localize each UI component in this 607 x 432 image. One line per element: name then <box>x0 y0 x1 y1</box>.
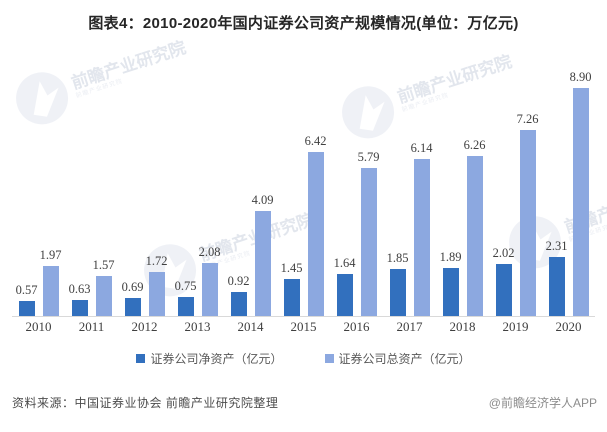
legend-label: 证券公司净资产（亿元） <box>150 352 283 366</box>
plot-area: 0.57 1.97 0.63 1.57 0.69 1.72 0.75 2.08 0.92 4.09… <box>12 70 595 317</box>
legend: 证券公司净资产（亿元） 证券公司总资产（亿元） <box>0 350 607 367</box>
value-label: 2.08 <box>198 244 221 259</box>
total-assets-bar-2017: 6.14 <box>411 141 432 316</box>
bar-group-2011: 0.63 1.57 <box>65 258 118 316</box>
value-label: 1.85 <box>386 250 409 265</box>
bar-group-2019: 2.02 7.26 <box>489 112 542 316</box>
chart-title: 图表4：2010-2020年国内证券公司资产规模情况(单位：万亿元) <box>88 15 519 32</box>
x-axis: 2010 2011 2012 2013 2014 2015 2016 2017 2018 2019… <box>12 319 595 335</box>
value-label: 0.57 <box>15 283 38 298</box>
value-label: 1.89 <box>439 249 462 264</box>
value-label: 0.92 <box>227 274 250 289</box>
value-label: 2.31 <box>545 238 568 253</box>
x-tick-label-2013: 2013 <box>184 319 211 334</box>
total-assets-bar-2013: 2.08 <box>199 245 220 316</box>
value-label: 4.09 <box>251 193 274 208</box>
value-label: 7.26 <box>516 111 539 126</box>
net-assets-bar-2020: 2.31 <box>546 239 567 316</box>
net-assets-bar-2011: 0.63 <box>69 282 90 316</box>
bar-group-2013: 0.75 2.08 <box>171 245 224 316</box>
total-assets-bar-2010: 1.97 <box>40 248 61 316</box>
net-assets-bar-2015: 1.45 <box>281 261 302 316</box>
bar-group-2015: 1.45 6.42 <box>277 134 330 316</box>
value-label: 0.69 <box>121 280 144 295</box>
net-assets-bar-2016: 1.64 <box>334 256 355 316</box>
legend-marker <box>136 354 146 363</box>
total-assets-bar-2011: 1.57 <box>93 258 114 316</box>
x-tick-label-2016: 2016 <box>343 319 370 334</box>
total-assets-bar-2016: 5.79 <box>358 150 379 316</box>
bar-group-2014: 0.92 4.09 <box>224 193 277 316</box>
x-tick-label-2010: 2010 <box>25 319 52 334</box>
value-label: 6.14 <box>410 140 433 155</box>
net-assets-bar-2013: 0.75 <box>175 279 196 316</box>
total-assets-bar-2020: 8.90 <box>570 70 591 316</box>
legend-item-total-assets: 证券公司总资产（亿元） <box>324 350 471 367</box>
x-tick-label-2015: 2015 <box>290 319 317 334</box>
net-assets-bar-2010: 0.57 <box>16 283 37 316</box>
net-assets-bar-2019: 2.02 <box>493 246 514 316</box>
x-tick-label-2012: 2012 <box>131 319 158 334</box>
bar-group-2017: 1.85 6.14 <box>383 141 436 316</box>
total-assets-bar-2019: 7.26 <box>517 112 538 316</box>
x-tick-label-2020: 2020 <box>555 319 582 334</box>
bar-group-2018: 1.89 6.26 <box>436 138 489 316</box>
value-label: 1.64 <box>333 255 356 270</box>
value-label: 6.26 <box>463 137 486 152</box>
x-tick-label-2018: 2018 <box>449 319 476 334</box>
legend-item-net-assets: 证券公司净资产（亿元） <box>136 350 283 367</box>
value-label: 1.97 <box>39 247 62 262</box>
net-assets-bar-2014: 0.92 <box>228 274 249 316</box>
value-label: 8.90 <box>569 69 592 84</box>
net-assets-bar-2012: 0.69 <box>122 280 143 316</box>
value-label: 0.63 <box>68 281 91 296</box>
legend-label: 证券公司总资产（亿元） <box>338 352 471 366</box>
bar-group-2016: 1.64 5.79 <box>330 150 383 316</box>
credit-note: @前瞻经济学人APP <box>488 396 597 410</box>
total-assets-bar-2015: 6.42 <box>305 134 326 316</box>
bar-group-2012: 0.69 1.72 <box>118 254 171 316</box>
net-assets-bar-2018: 1.89 <box>440 250 461 316</box>
x-tick-label-2019: 2019 <box>502 319 529 334</box>
legend-marker <box>324 354 334 363</box>
value-label: 1.45 <box>280 260 303 275</box>
value-label: 1.72 <box>145 253 168 268</box>
bar-group-2010: 0.57 1.97 <box>12 248 65 316</box>
x-tick-label-2017: 2017 <box>396 319 423 334</box>
value-label: 6.42 <box>304 133 327 148</box>
value-label: 0.75 <box>174 278 197 293</box>
total-assets-bar-2018: 6.26 <box>464 138 485 316</box>
footer: 资料来源：中国证券业协会 前瞻产业研究院整理 @前瞻经济学人APP <box>12 394 597 411</box>
bar-group-2020: 2.31 8.90 <box>542 70 595 316</box>
total-assets-bar-2014: 4.09 <box>252 193 273 316</box>
x-tick-label-2011: 2011 <box>78 319 105 334</box>
value-label: 5.79 <box>357 149 380 164</box>
x-tick-label-2014: 2014 <box>237 319 264 334</box>
value-label: 1.57 <box>92 257 115 272</box>
total-assets-bar-2012: 1.72 <box>146 254 167 316</box>
value-label: 2.02 <box>492 246 515 261</box>
source-note: 资料来源：中国证券业协会 前瞻产业研究院整理 <box>12 396 279 410</box>
net-assets-bar-2017: 1.85 <box>387 251 408 316</box>
